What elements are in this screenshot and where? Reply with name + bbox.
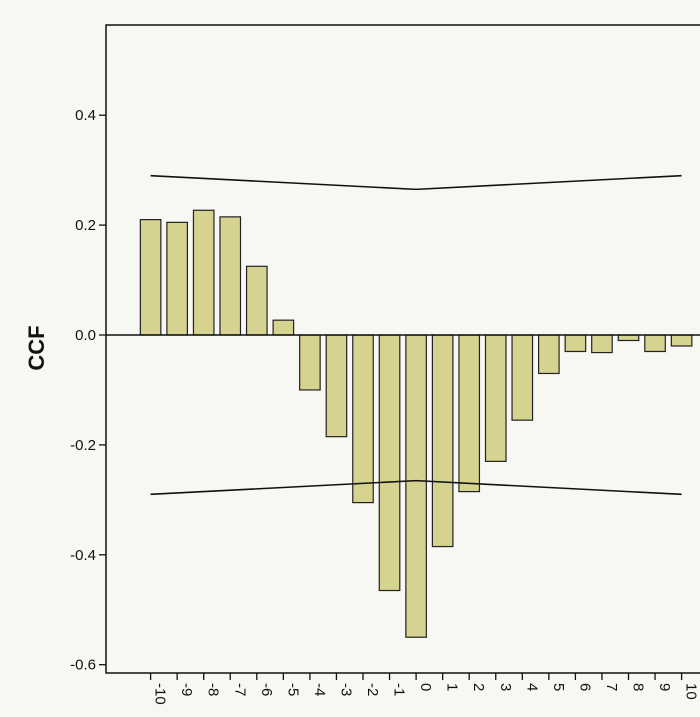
lower-confidence-limit: [150, 479, 682, 496]
bar: [670, 334, 693, 347]
bar: [192, 209, 215, 336]
bar: [537, 334, 560, 375]
x-tick-label: -4: [311, 683, 328, 696]
x-tick-label: 6: [576, 683, 593, 691]
bar: [272, 319, 295, 336]
bar: [564, 334, 587, 353]
y-tick-label: -0.4: [70, 547, 96, 564]
y-axis-title: CCF: [24, 325, 49, 370]
x-tick-label: 4: [523, 683, 540, 691]
x-tick-label: 1: [444, 683, 461, 691]
x-tick-label: 0: [417, 683, 434, 691]
x-tick-label: 3: [497, 683, 514, 691]
y-tick-label: 0.4: [75, 107, 96, 124]
x-tick-label: -2: [364, 683, 381, 696]
bar: [405, 334, 427, 638]
x-tick-label: 9: [656, 683, 673, 691]
bar: [511, 334, 534, 421]
x-tick-label: 10: [683, 683, 700, 700]
x-tick-label: 2: [470, 683, 487, 691]
bar: [644, 334, 666, 353]
x-tick-label: -8: [205, 683, 222, 696]
bar: [617, 334, 640, 342]
bar: [431, 334, 454, 548]
upper-confidence-limit: [150, 174, 682, 191]
bar: [484, 334, 507, 462]
x-tick-label: -10: [152, 683, 169, 705]
x-tick-label: 7: [603, 683, 620, 691]
bar: [591, 334, 613, 354]
y-tick-label: 0.2: [75, 217, 96, 234]
x-tick-label: -1: [391, 683, 408, 696]
x-tick-label: -3: [337, 683, 354, 696]
bar: [325, 334, 348, 438]
bars: [139, 209, 693, 638]
x-tick-label: -9: [178, 683, 195, 696]
bar: [352, 334, 374, 504]
bar: [299, 334, 321, 391]
x-tick-label: -5: [284, 683, 301, 696]
bar: [245, 265, 268, 336]
y-axis: -0.6 -0.4 -0.2 0.0 0.2 0.4: [70, 107, 106, 674]
bar: [219, 216, 242, 336]
y-tick-label: -0.6: [70, 657, 96, 674]
x-tick-label: 5: [550, 683, 567, 691]
x-tick-label: 8: [630, 683, 647, 691]
bar: [166, 221, 188, 336]
bar: [139, 219, 162, 336]
y-tick-label: -0.2: [70, 437, 96, 454]
bar: [378, 334, 401, 592]
bar: [458, 334, 481, 493]
x-axis: -10 -9 -8 -7 -6 -5 -4 -3 -2 -1 0 1 2 3 4 5 6 7 8 9 10: [149, 673, 700, 705]
x-tick-label: -7: [231, 683, 248, 696]
x-tick-label: -6: [258, 683, 275, 696]
y-tick-label: 0.0: [75, 327, 96, 344]
